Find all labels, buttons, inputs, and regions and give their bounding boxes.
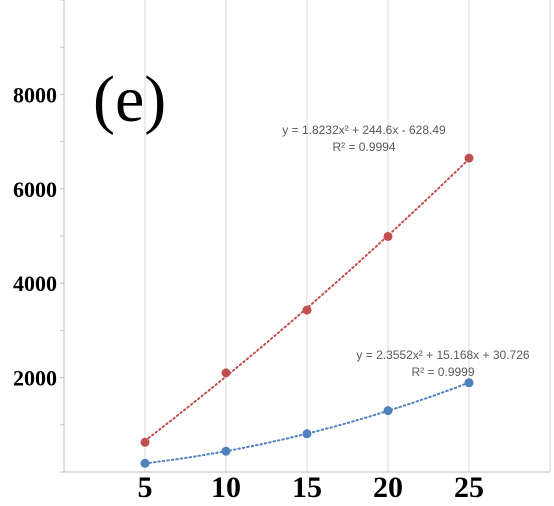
r-squared-label: R² = 0.9994 bbox=[332, 140, 395, 154]
data-point bbox=[140, 458, 150, 468]
y-tick-label: 6000 bbox=[13, 177, 57, 202]
data-point bbox=[464, 378, 474, 388]
x-tick-label: 25 bbox=[454, 471, 484, 504]
gridlines bbox=[144, 0, 551, 472]
data-point bbox=[221, 368, 231, 378]
trendline-equation: y = 2.3552x² + 15.168x + 30.726 bbox=[356, 348, 529, 362]
data-point bbox=[302, 429, 312, 439]
x-tick-label: 15 bbox=[292, 471, 322, 504]
data-point bbox=[383, 231, 393, 241]
x-tick-label: 10 bbox=[211, 471, 241, 504]
y-tick-label: 2000 bbox=[13, 366, 57, 391]
panel-label: (e) bbox=[93, 63, 166, 136]
data-point bbox=[464, 153, 474, 163]
x-tick-label: 5 bbox=[138, 471, 153, 504]
data-point bbox=[302, 305, 312, 315]
trendline-equation: y = 1.8232x² + 244.6x - 628.49 bbox=[282, 123, 446, 137]
data-point bbox=[140, 437, 150, 447]
y-tick-label: 4000 bbox=[13, 271, 57, 296]
labels: 2000 4000 6000 8000 5 10 15 20 25 (e) y = 1.8232x²… bbox=[13, 63, 530, 504]
y-tick-label: 8000 bbox=[13, 82, 57, 107]
x-tick-label: 20 bbox=[373, 471, 403, 504]
axes bbox=[60, 0, 550, 473]
data-point bbox=[383, 406, 393, 416]
trendline-2 bbox=[144, 381, 470, 465]
data-point bbox=[221, 446, 231, 456]
data-points bbox=[140, 153, 474, 468]
r-squared-label: R² = 0.9999 bbox=[411, 365, 474, 379]
